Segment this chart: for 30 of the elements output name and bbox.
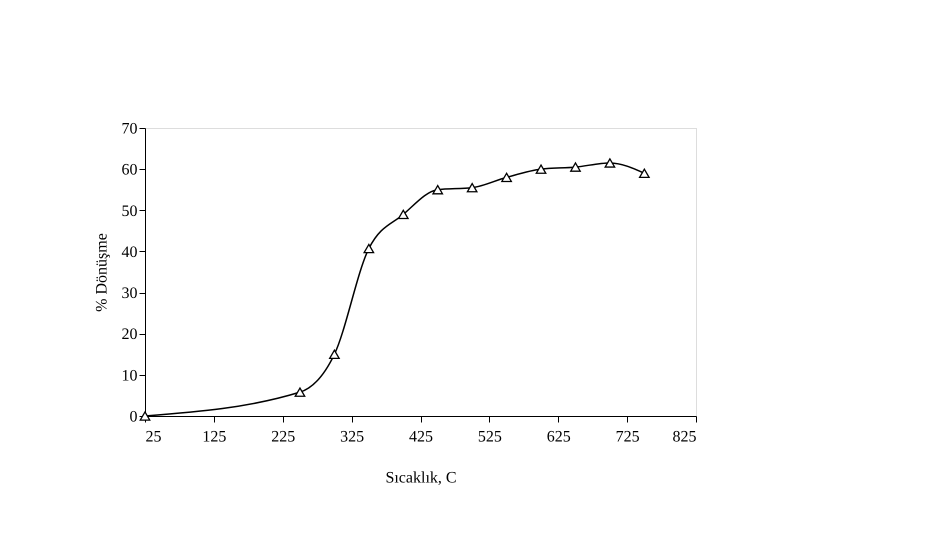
x-tick-label: 525 — [478, 428, 502, 446]
point — [466, 182, 478, 192]
x-tick-label: 25 — [146, 428, 162, 446]
point — [432, 184, 444, 194]
y-tick-label: 70 — [122, 120, 138, 138]
y-axis-title: % Dönüşme — [94, 233, 110, 312]
x-tick-label: 625 — [546, 428, 571, 446]
y-tick-label: 40 — [122, 244, 138, 261]
point — [329, 350, 340, 360]
y-tick-label: 20 — [122, 326, 138, 344]
x-tick-label: 325 — [340, 428, 364, 446]
x-tick-label: 725 — [616, 428, 640, 446]
point — [604, 158, 616, 168]
point — [570, 162, 581, 172]
point — [501, 172, 512, 182]
point — [638, 168, 650, 178]
point — [294, 387, 306, 397]
point — [363, 244, 374, 254]
y-tick-label: 60 — [122, 162, 138, 179]
y-tick-label: 0 — [130, 408, 138, 426]
x-tick-label: 125 — [202, 428, 226, 446]
y-tick-label: 10 — [122, 367, 138, 384]
y-tick-label: 50 — [122, 202, 138, 220]
x-tick-label: 225 — [271, 428, 296, 446]
y-tick-label: 30 — [122, 285, 138, 302]
x-axis-title: Sıcaklık, C — [385, 470, 457, 486]
point — [536, 164, 546, 174]
point — [398, 210, 409, 220]
x-tick-label: 425 — [409, 428, 433, 446]
x-tick-label: 825 — [672, 428, 696, 446]
